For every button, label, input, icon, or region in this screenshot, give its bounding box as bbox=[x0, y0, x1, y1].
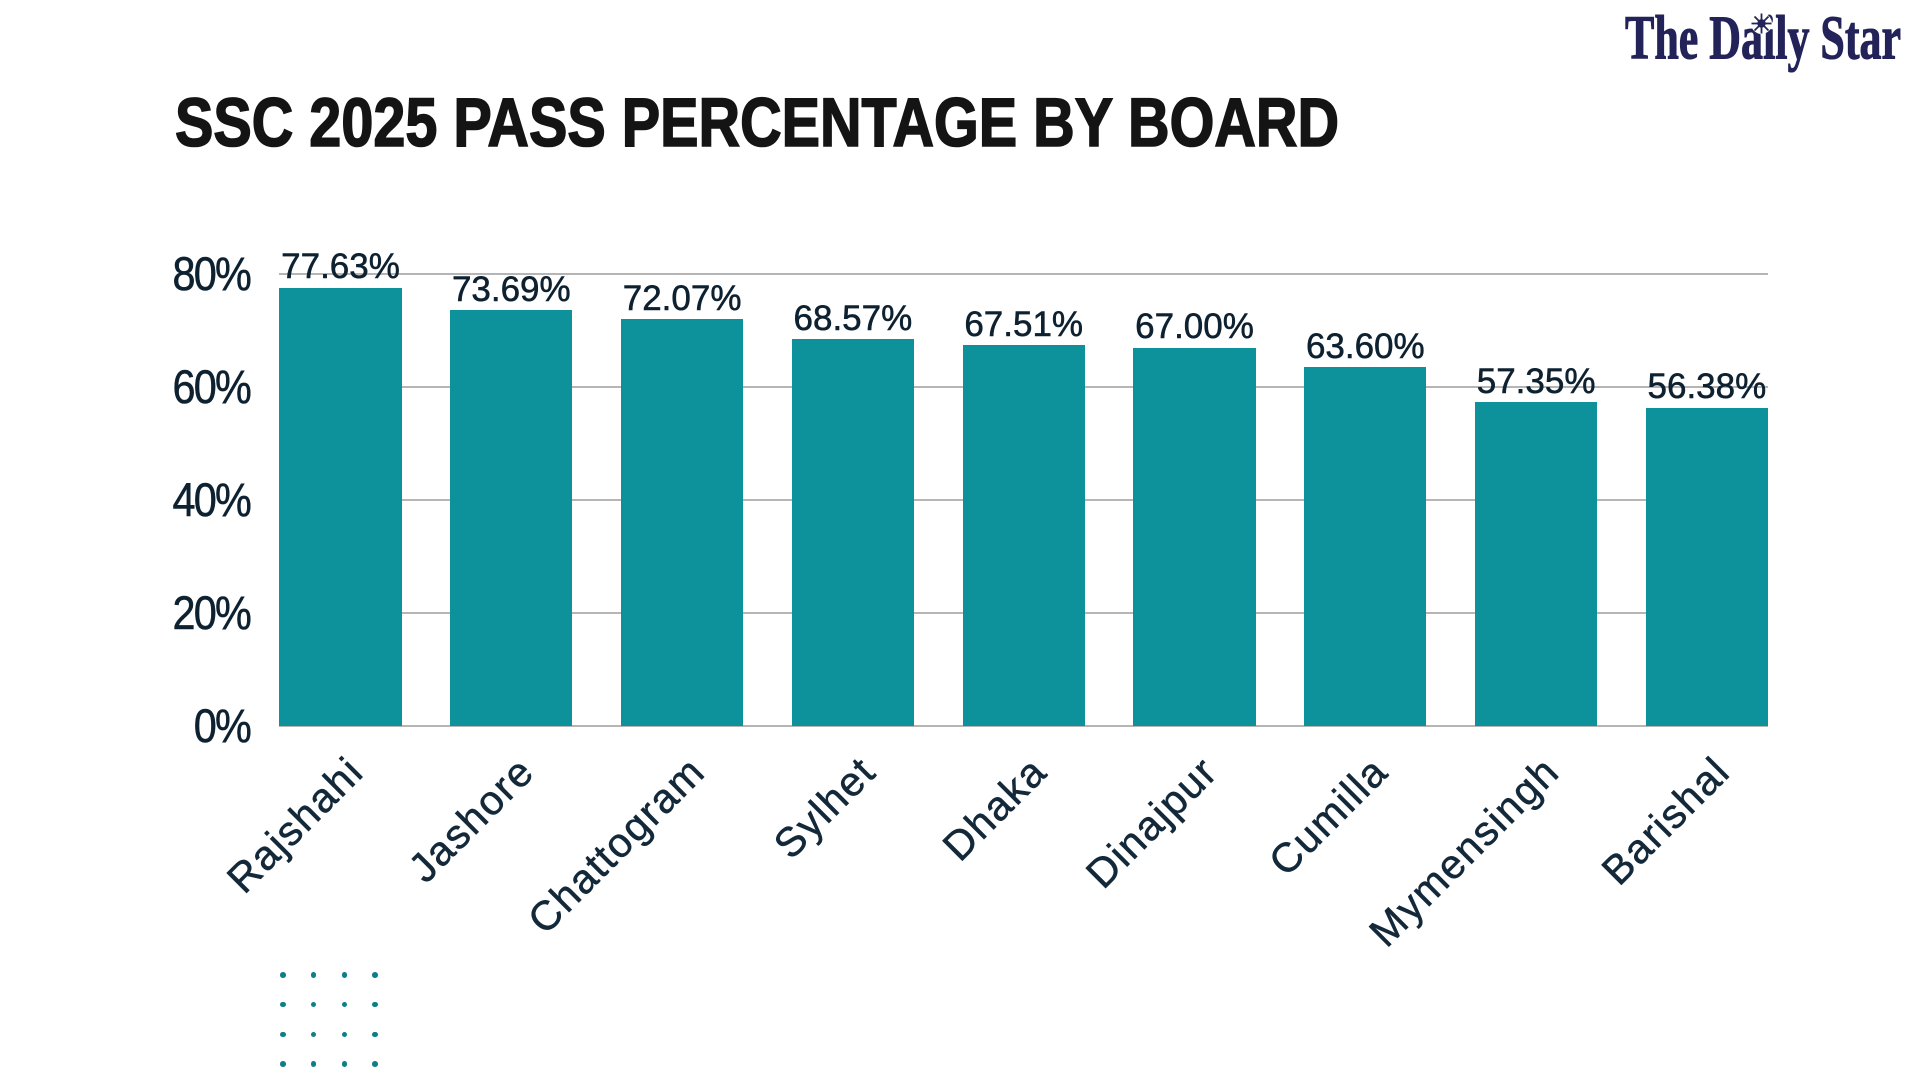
svg-text:The Daily Star: The Daily Star bbox=[1625, 3, 1901, 73]
